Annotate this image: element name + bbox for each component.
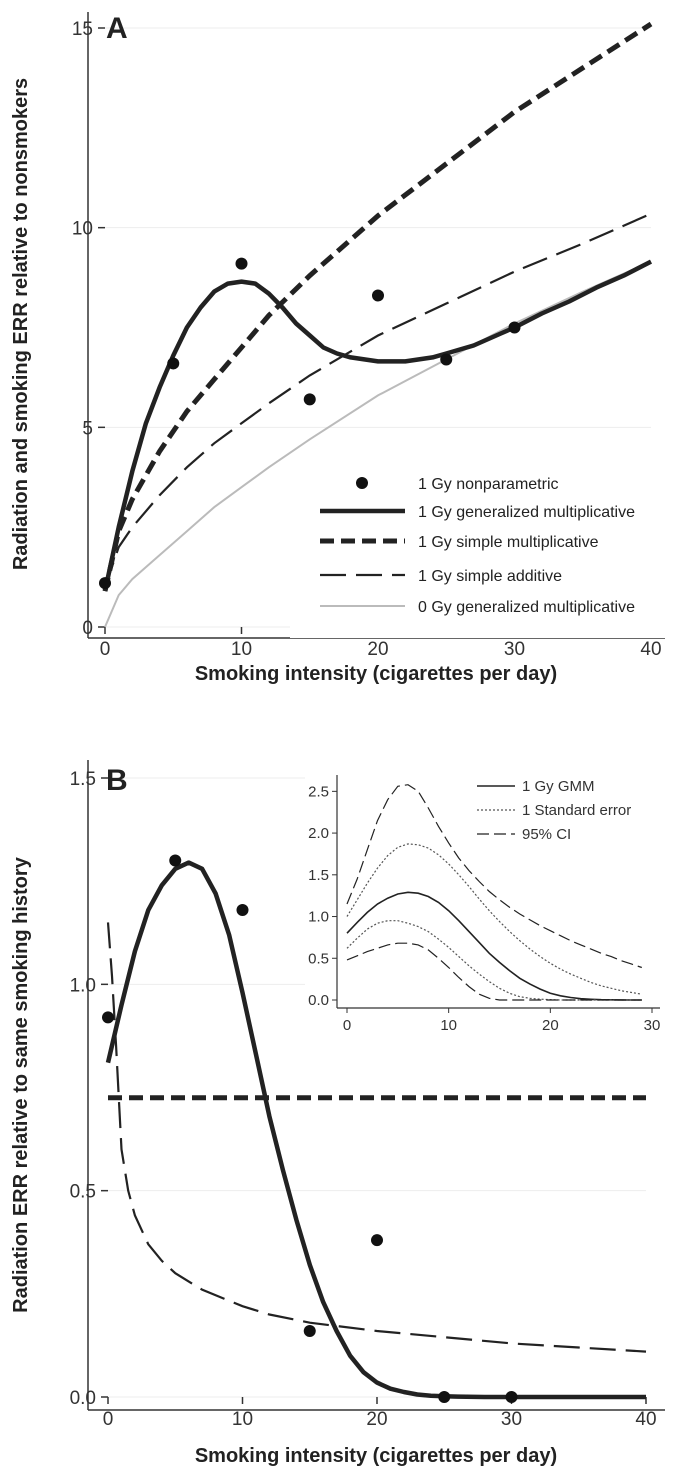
inset-y-tick-label: 1.5: [308, 867, 329, 884]
panel-a-series: [99, 21, 653, 628]
legend-marker-1-gy-nonparametric: [356, 477, 368, 489]
panel-a-nonparametric-point: [303, 393, 316, 406]
panel-b-x-tick-label: 0: [103, 1409, 114, 1430]
panel-b-series: [102, 854, 647, 1403]
panel-a-y-tick-label: 15: [72, 19, 93, 40]
panel-a-nonparametric-point: [440, 353, 453, 366]
panel-b-nonparametric-point: [303, 1324, 316, 1337]
panel-a-x-tick-label: 20: [367, 639, 388, 660]
panel-a-x-tick-label: 10: [231, 639, 252, 660]
panel-a-line-1-gy-simple-additive: [103, 212, 652, 588]
panel-b-y-tick-label: 1.5: [70, 769, 96, 790]
panel-b-nonparametric-point: [438, 1391, 451, 1403]
inset-y-tick-label: 1.0: [308, 909, 329, 926]
inset-y-tick-label: 0.5: [308, 950, 329, 967]
inset-line-95-ci: [346, 942, 642, 1001]
panel-b-x-tick-label: 20: [366, 1409, 387, 1430]
panel-b-x-tick-label: 40: [635, 1409, 656, 1430]
legend-label-1-gy-nonparametric: 1 Gy nonparametric: [418, 476, 559, 493]
panel-b-nonparametric-point: [236, 904, 249, 917]
legend-label-1-gy-simple-multiplicative: 1 Gy simple multiplicative: [418, 534, 599, 551]
panel-a-x-tick-label: 0: [100, 639, 111, 660]
inset-x-tick-label: 30: [644, 1017, 661, 1034]
panel-b-ticks: 0.0 0.5 1.0 1.5 0 10 20 30 40: [70, 769, 657, 1430]
panel-b-nonparametric-point: [505, 1391, 518, 1403]
panel-b-label: B: [106, 764, 128, 797]
panel-a: 0 5 10 15 0 10 20 30 40 A Smoking intensity (cig…: [10, 12, 665, 685]
panel-a-legend-box: [290, 458, 665, 638]
panel-b-x-axis-title: Smoking intensity (cigarettes per day): [195, 1445, 557, 1467]
panel-a-line-0-gy-generalized-multiplicative: [104, 260, 652, 628]
panel-a-ticks: 0 5 10 15 0 10 20 30 40: [72, 19, 662, 660]
panel-a-y-axis-title: Radiation and smoking ERR relative to no…: [10, 78, 32, 570]
inset-line-series-2: [346, 843, 642, 995]
panel-a-x-tick-label: 30: [504, 639, 525, 660]
inset-legend-label-1-standard-error: 1 Standard error: [522, 802, 631, 819]
panel-a-legend: 1 Gy nonparametric 1 Gy generalized multi…: [290, 458, 665, 638]
inset-x-tick-label: 10: [440, 1017, 457, 1034]
panel-b-y-tick-label: 0.0: [70, 1388, 96, 1409]
legend-label-1-gy-simple-additive: 1 Gy simple additive: [418, 568, 562, 585]
panel-a-y-tick-label: 0: [82, 618, 93, 639]
legend-label-1-gy-generalized-multiplicative: 1 Gy generalized multiplicative: [418, 504, 635, 521]
panel-a-x-axis-title: Smoking intensity (cigarettes per day): [195, 663, 557, 685]
panel-a-y-tick-label: 5: [82, 418, 93, 439]
panel-a-line-1-gy-generalized-multiplicative: [102, 259, 653, 592]
panel-a-nonparametric-point: [167, 357, 180, 370]
panel-b-x-tick-label: 10: [232, 1409, 253, 1430]
panel-a-y-tick-label: 10: [72, 219, 93, 240]
panel-b-nonparametric-point: [371, 1234, 383, 1247]
panel-b-nonparametric-point: [169, 854, 182, 867]
panel-a-nonparametric-point: [372, 289, 384, 302]
panel-a-nonparametric-point: [99, 577, 111, 590]
inset-y-tick-label: 2.0: [308, 825, 329, 842]
inset-legend-label-95-ci: 95% CI: [522, 826, 571, 843]
panel-b-y-tick-label: 0.5: [70, 1182, 96, 1203]
panel-a-line-1-gy-simple-multiplicative: [102, 21, 653, 592]
panel-a-label: A: [106, 12, 128, 45]
panel-b-y-axis-title: Radiation ERR relative to same smoking h…: [10, 856, 32, 1313]
panel-b-nonparametric-point: [102, 1011, 114, 1024]
inset-x-tick-label: 0: [343, 1017, 351, 1034]
panel-a-x-tick-label: 40: [640, 639, 661, 660]
legend-label-0-gy-generalized-multiplicative: 0 Gy generalized multiplicative: [418, 599, 635, 616]
panel-b-line-1-gy-simple-additive: [106, 922, 647, 1353]
inset-y-tick-label: 0.0: [308, 992, 329, 1009]
panel-b-y-tick-label: 1.0: [70, 975, 96, 996]
inset-line-series-4: [346, 784, 642, 969]
panel-a-nonparametric-point: [235, 257, 248, 270]
inset-y-tick-label: 2.5: [308, 783, 329, 800]
inset-line-1-standard-error: [346, 920, 642, 1001]
inset-line-1-gy-gmm: [346, 891, 642, 1001]
panel-b-x-tick-label: 30: [501, 1409, 522, 1430]
inset-legend-label-1-gy-gmm: 1 Gy GMM: [522, 778, 595, 795]
panel-b: 0.0 0.5 1.0 1.5 0 10 20 30 40 B Smoking intensit…: [10, 760, 665, 1467]
panel-b-inset: 0.0 0.5 1.0 1.5 2.0 2.5 0 10 20 30 1 Gy GMM 1 Stand…: [305, 766, 665, 1034]
inset-x-tick-label: 20: [542, 1017, 559, 1034]
panel-a-nonparametric-point: [508, 321, 521, 334]
